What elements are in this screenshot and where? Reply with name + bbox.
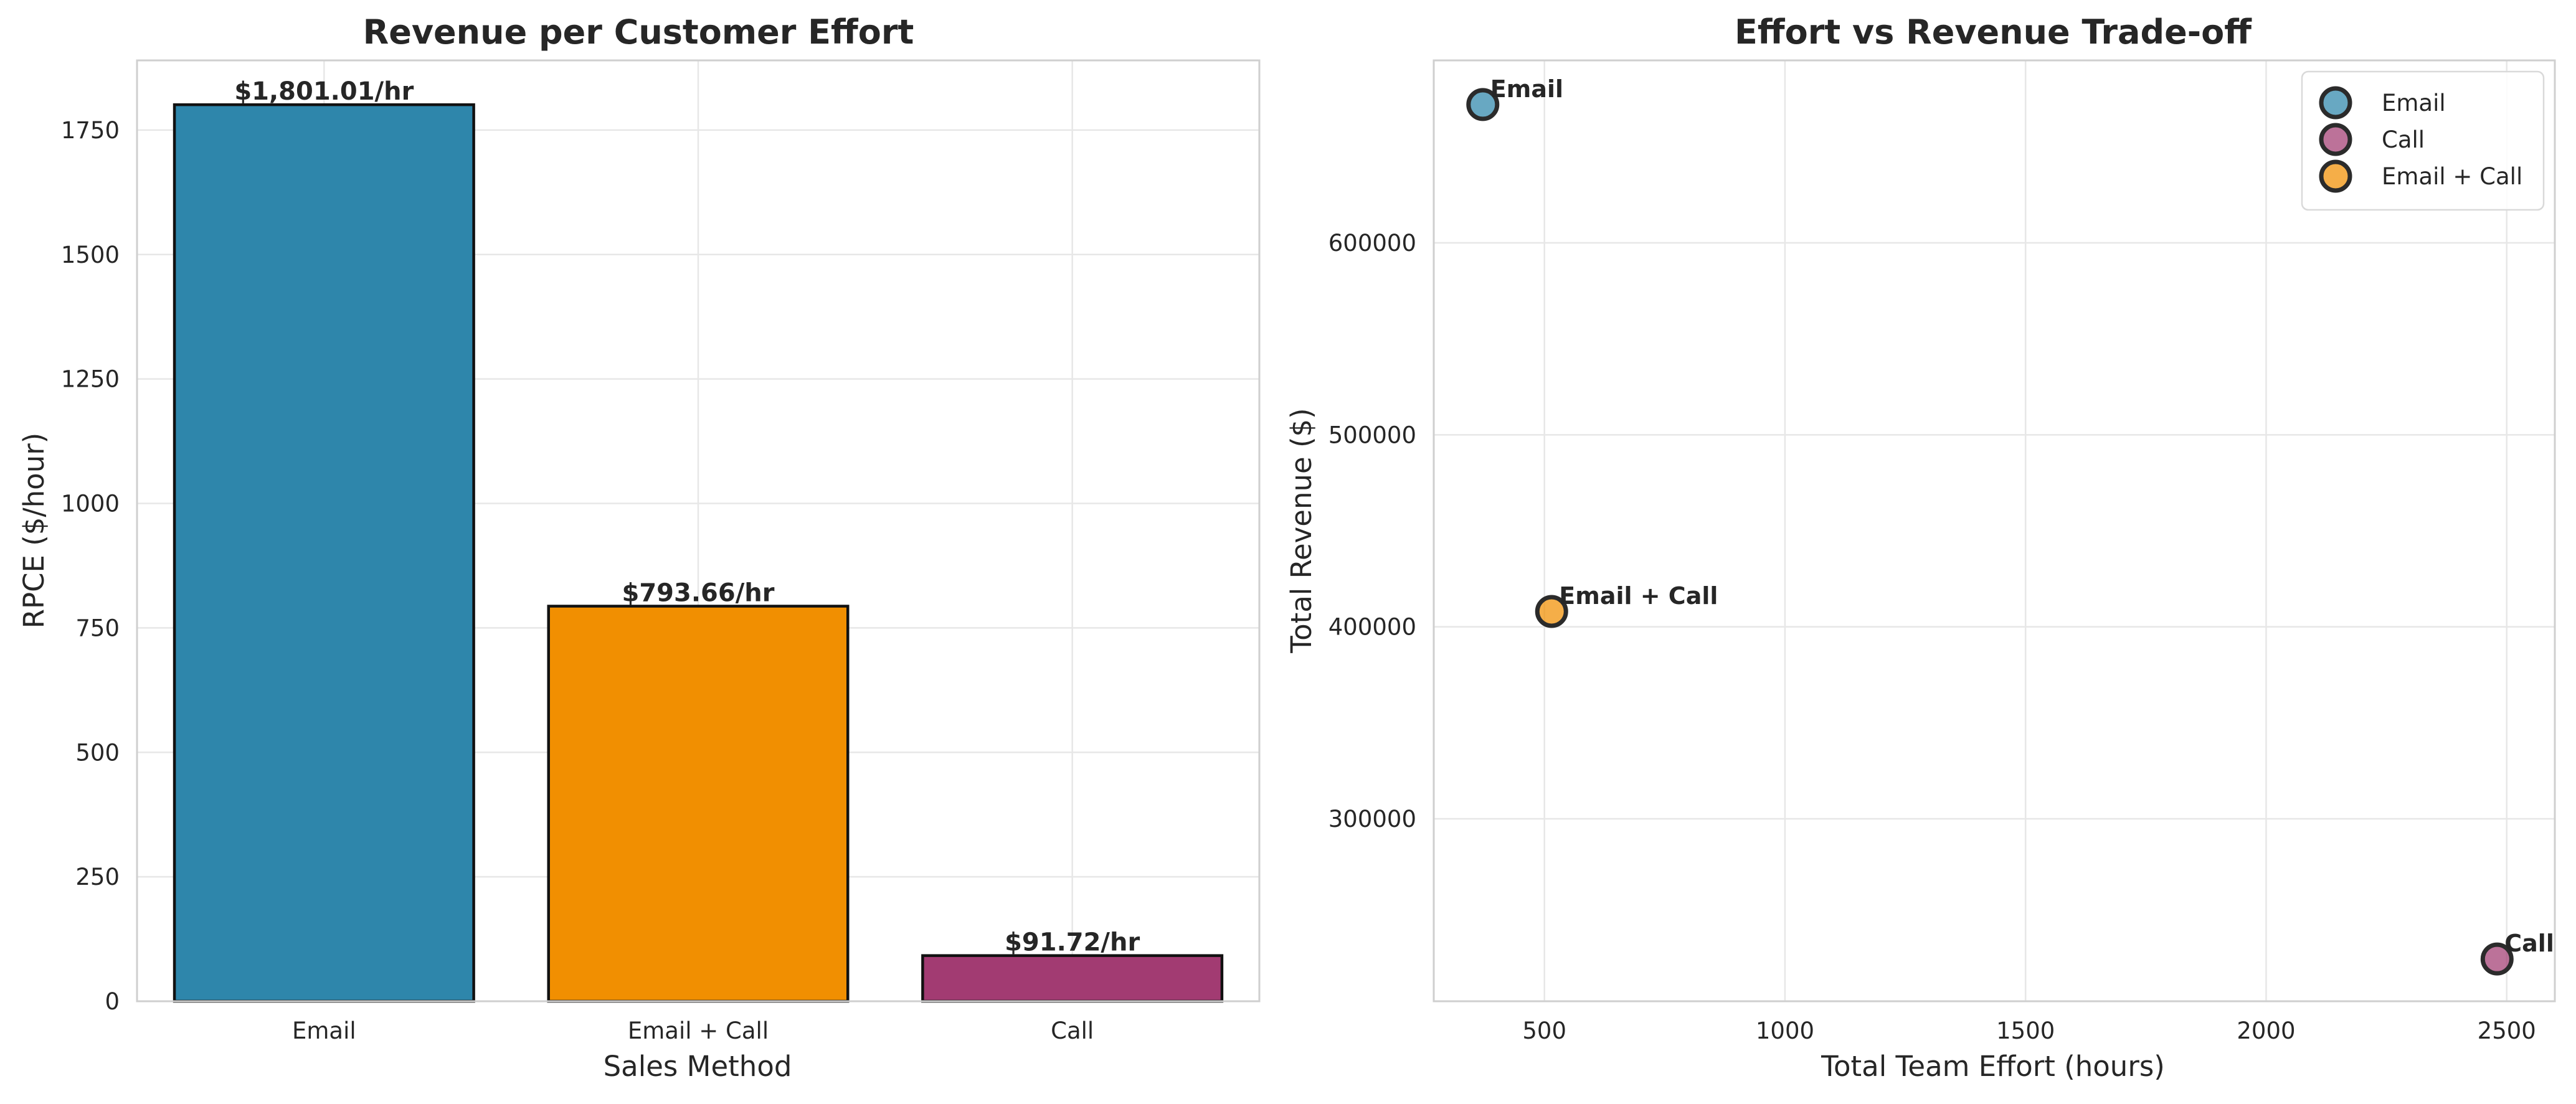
bar-data-label: $91.72/hr (1005, 928, 1140, 957)
legend-marker (2319, 86, 2352, 120)
scatter-x-tick-label: 1500 (1996, 1017, 2055, 1044)
legend-label: Call (2382, 126, 2425, 153)
scatter-y-tick-label: 400000 (1328, 614, 1416, 641)
legend-box (2301, 70, 2545, 211)
scatter-y-tick-label: 300000 (1328, 806, 1416, 833)
scatter-x-tick-label: 2500 (2478, 1017, 2536, 1044)
scatter-point-label-call: Call (2504, 930, 2554, 957)
bar-email-call (547, 605, 850, 1003)
scatter-chart-legend: Email Call Email + Call (2301, 70, 2545, 211)
scatter-chart-x-axis-label: Total Team Effort (hours) (1821, 1050, 2165, 1083)
scatter-x-tick-label: 500 (1522, 1017, 1566, 1044)
bar-chart-x-axis-label: Sales Method (604, 1050, 792, 1083)
scatter-chart-frame (1432, 59, 2556, 1003)
scatter-chart-grid (1434, 60, 2555, 1001)
legend-label: Email + Call (2382, 163, 2522, 190)
legend-label: Email (2382, 90, 2446, 116)
scatter-point-label-email-call: Email + Call (1559, 582, 1718, 610)
scatter-x-tick-label: 2000 (2237, 1017, 2295, 1044)
bar-chart: Revenue per Customer Effort $1,801.01/hr… (17, 12, 1261, 1083)
bar-x-tick-label: Call (1051, 1017, 1094, 1044)
scatter-x-tick-label: 1000 (1756, 1017, 1814, 1044)
scatter-chart-y-axis-label: Total Revenue ($) (1285, 408, 1318, 653)
bar-data-label: $793.66/hr (622, 578, 775, 607)
scatter-chart-title: Effort vs Revenue Trade-off (1735, 12, 2252, 52)
bar-y-tick-label: 1000 (61, 491, 120, 517)
bar-y-tick-label: 1500 (61, 242, 120, 268)
bar-y-tick-label: 1250 (61, 366, 120, 393)
bar-y-tick-label: 750 (75, 615, 120, 641)
bar-data-label: $1,801.01/hr (234, 77, 414, 106)
legend-marker (2319, 123, 2352, 156)
bar-y-tick-label: 1750 (61, 117, 120, 144)
bar-y-tick-label: 0 (105, 988, 120, 1015)
scatter-chart-ticks: 500 1000 1500 2000 2500 300000 400000 500000 600… (1328, 230, 2536, 1044)
scatter-y-tick-label: 500000 (1328, 422, 1416, 448)
scatter-y-tick-label: 600000 (1328, 230, 1416, 257)
bar-x-tick-label: Email + Call (628, 1017, 769, 1044)
scatter-point-email (1466, 88, 1500, 121)
bar-email (173, 103, 475, 1003)
scatter-point-label-email: Email (1490, 75, 1563, 103)
bar-chart-bars: $1,801.01/hr $793.66/hr $91.72/hr (173, 77, 1224, 1003)
bar-y-tick-label: 250 (75, 864, 120, 890)
legend-marker (2319, 159, 2352, 193)
bar-y-tick-label: 500 (75, 739, 120, 766)
bar-chart-frame (136, 59, 1261, 1003)
bar-chart-title: Revenue per Customer Effort (363, 12, 914, 52)
scatter-point-call (2480, 942, 2514, 976)
scatter-chart-points: Email Call Email + Call (1466, 75, 2554, 976)
bar-chart-ticks: 0 250 500 750 1000 1250 1500 1750 Email Email + C… (61, 117, 1094, 1044)
bar-chart-y-axis-label: RPCE ($/hour) (17, 433, 50, 629)
scatter-chart: Effort vs Revenue Trade-off 500 1000 1500 2… (1285, 12, 2556, 1083)
bar-x-tick-label: Email (292, 1017, 356, 1044)
bar-call (921, 954, 1224, 1003)
scatter-point-email-call (1535, 595, 1568, 628)
